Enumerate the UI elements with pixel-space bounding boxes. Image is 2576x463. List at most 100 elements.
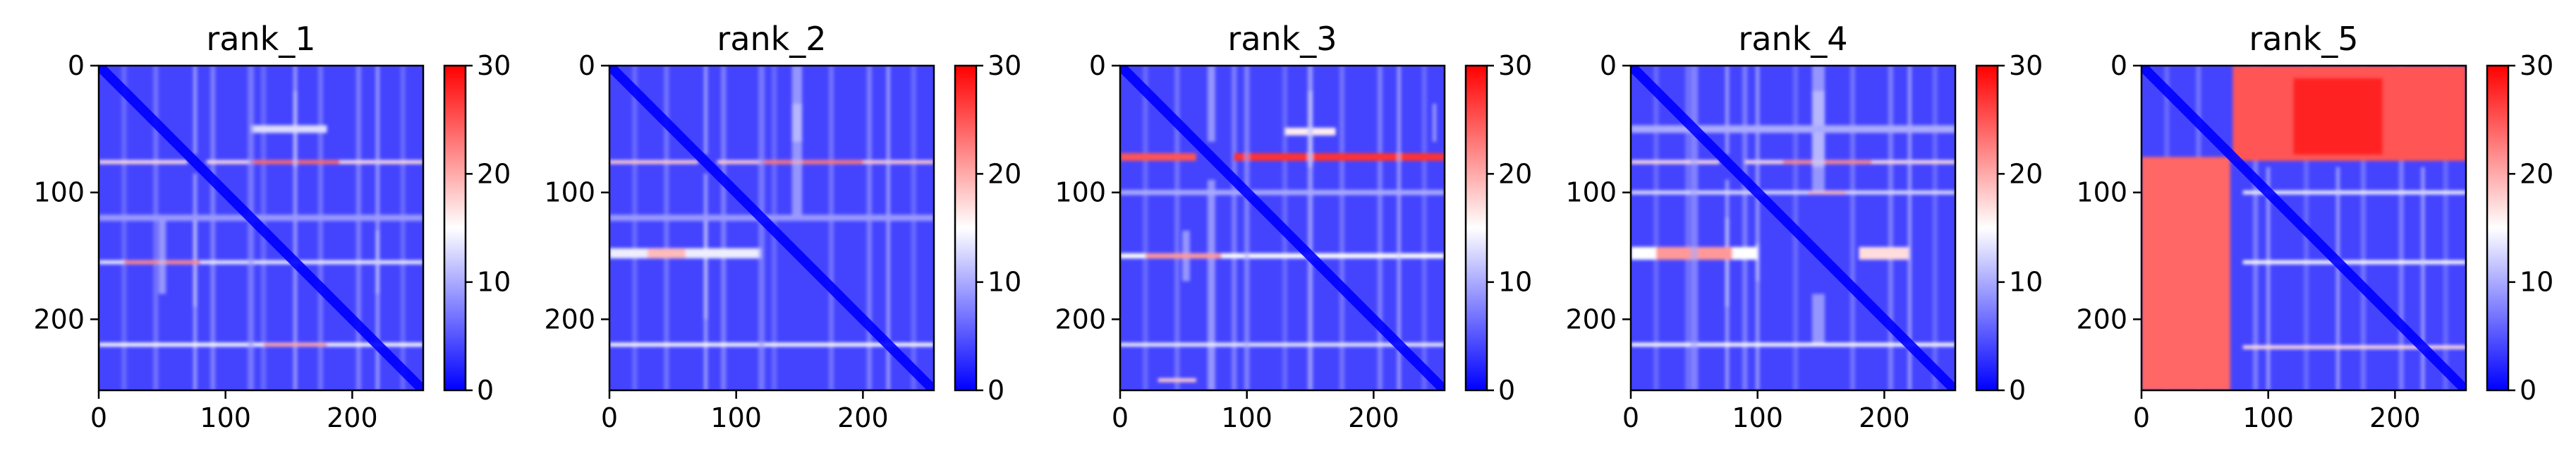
band-col [1725,66,1730,155]
y-tick-label: 0 [2110,50,2127,81]
colorbar-tick-label: 0 [2009,375,2026,406]
plot-frame [608,64,935,392]
heatmap-diagonal [609,66,934,390]
band-row [99,160,188,164]
heatmap-bands [99,66,423,390]
colorbar-tick-label: 30 [1498,50,1532,81]
band-row [1120,190,1445,196]
texture-col [317,66,324,390]
y-tick-label: 100 [1565,177,1617,208]
colorbar-frame [2486,64,2510,392]
band-row [1120,152,1196,161]
heatmap-bands [1631,66,1955,390]
colorbar-tick-label: 30 [2009,50,2043,81]
texture-col [1421,66,1427,390]
texture-col [1377,66,1383,390]
band-row [1631,160,1720,164]
colorbar-tick-label: 30 [2520,50,2553,81]
band-row [647,248,686,259]
band-col [1244,66,1250,390]
band-col [2266,167,2271,390]
band-row [99,215,423,222]
texture-col [2398,66,2404,390]
band-row [609,215,934,222]
band-row [1631,342,1955,347]
panel-title: rank_4 [1738,20,1847,58]
colorbar-frame [1975,64,1999,392]
x-tick-label: 0 [1112,402,1129,433]
y-tick-label: 0 [1600,50,1617,81]
band-row [1808,190,1847,195]
colorbar-tick-label: 10 [477,267,511,298]
y-tick-label: 200 [544,303,595,335]
band-row [1158,378,1196,383]
colorbar-tick-label: 0 [477,375,494,406]
colorbar [955,66,976,390]
plot-frame [97,64,425,392]
texture-col [828,66,834,390]
x-tick-label: 0 [90,402,107,433]
band-col [375,66,380,390]
texture-col [153,66,159,390]
colorbar-tick-label: 30 [988,50,1021,81]
heatmap [609,66,934,390]
texture-col [2253,66,2259,390]
panel-title: rank_5 [2249,20,2358,58]
x-tick-label: 100 [1221,402,1272,433]
panel-title: rank_3 [1227,20,1337,58]
colorbar-tick-label: 30 [477,50,511,81]
heatmap-diagonal [99,66,423,390]
texture-col [911,66,916,390]
y-tick-label: 200 [2076,303,2127,335]
band-col [886,66,891,390]
y-tick-label: 100 [1055,177,1106,208]
texture-col [866,66,872,390]
texture-col [2443,66,2448,390]
panel-rank_3: rank_3 0 100 200 0 100 200 0 10 20 30 [1055,20,1532,433]
band-row [761,160,863,164]
x-tick-label: 0 [1622,402,1639,433]
heatmap-bands [1120,66,1445,390]
band-col [1755,243,1760,282]
band-row [99,260,423,265]
band-col [703,66,708,155]
heatmap [2141,66,2466,390]
heatmap-block [2141,157,2230,390]
texture-col [632,66,638,390]
texture-col [121,66,127,390]
colorbar [2487,66,2508,390]
colorbar-tick-label: 10 [2009,267,2043,298]
band-row [1234,152,1445,161]
band-col [158,217,166,294]
heatmap-bands [609,66,934,390]
colorbar-frame [1464,64,1488,392]
plot-frame [1629,64,1957,392]
band-col [1907,66,1912,390]
band-col [1307,66,1313,390]
y-tick-label: 0 [68,50,85,81]
band-col [1725,217,1730,307]
y-tick-label: 0 [1089,50,1106,81]
x-tick-label: 100 [710,402,762,433]
panel-rank_4: rank_4 0 100 200 0 100 200 0 10 20 30 [1565,20,2043,433]
panel-rank_5: rank_5 0 100 200 0 100 200 0 10 20 30 [2076,20,2553,433]
texture-col [1174,66,1180,390]
colorbar-tick-label: 0 [988,375,1004,406]
band-row [1631,125,1955,133]
band-col [1432,103,1437,142]
texture-col [1932,66,1938,390]
panel-rank_1: rank_1 0 100 200 0 100 200 0 10 20 30 [33,20,511,433]
band-col [1690,66,1699,390]
texture-col [210,66,216,390]
y-tick-label: 0 [578,50,595,81]
band-row [609,160,698,164]
band-col [1207,66,1215,142]
band-col [2421,167,2425,390]
colorbar [1976,66,1998,390]
texture-col [356,66,361,390]
colorbar-tick-label: 10 [988,267,1021,298]
texture-col [1339,66,1345,390]
colorbar-tick-label: 10 [1498,267,1532,298]
band-row [1859,246,1910,260]
